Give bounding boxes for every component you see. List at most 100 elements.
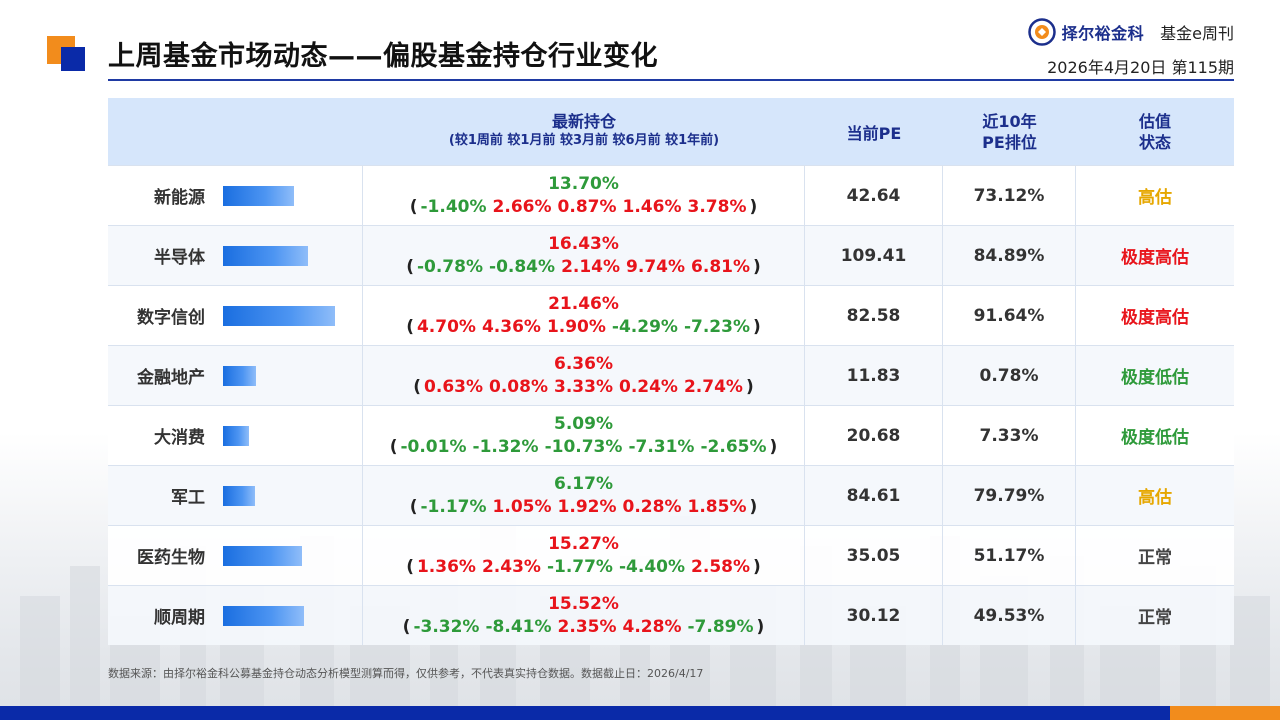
current-pe: 82.58	[846, 305, 901, 326]
header-pe: 当前PE	[846, 124, 902, 143]
industry-name: 军工	[171, 488, 205, 508]
position-bar	[223, 486, 256, 506]
pe-rank: 0.78%	[979, 365, 1039, 386]
position-change: -1.77%	[546, 557, 613, 577]
latest-position: 6.36%	[554, 354, 613, 374]
paren-open: (	[389, 437, 398, 457]
position-changes: (-3.32% -8.41% 2.35% 4.28% -7.89%)	[363, 616, 804, 638]
position-change: 1.85%	[687, 497, 747, 517]
valuation-status: 正常	[1138, 608, 1172, 628]
position-changes: (1.36% 2.43% -1.77% -4.40% 2.58%)	[363, 556, 804, 578]
status-cell: 正常	[1076, 526, 1234, 585]
paren-close: )	[756, 617, 765, 637]
latest-position: 15.52%	[548, 594, 619, 614]
position-change: 9.74%	[626, 257, 686, 277]
position-changes: (-1.17% 1.05% 1.92% 0.28% 1.85%)	[363, 496, 804, 518]
status-cell: 极度低估	[1076, 346, 1234, 405]
current-pe: 11.83	[846, 365, 901, 386]
pe-cell: 30.12	[805, 586, 943, 645]
table-header: 最新持仓 (较1周前 较1月前 较3月前 较6月前 较1年前) 当前PE 近10…	[108, 98, 1234, 165]
pe-cell: 35.05	[805, 526, 943, 585]
position-cell: 5.09%(-0.01% -1.32% -10.73% -7.31% -2.65%)	[363, 406, 805, 465]
table-row: 金融地产 6.36% (0.63% 0.08% 3.33% 0.24% 2.74%) 11.8…	[108, 345, 1234, 405]
industry-name: 顺周期	[154, 608, 205, 628]
position-changes: (-1.40% 2.66% 0.87% 1.46% 3.78%)	[363, 196, 804, 218]
paren-open: (	[409, 497, 418, 517]
position-change: 1.05%	[492, 497, 552, 517]
latest-position: 21.46%	[548, 294, 619, 314]
position-change: -7.23%	[683, 317, 751, 337]
pe-cell: 109.41	[805, 226, 943, 285]
pe-rank: 49.53%	[973, 605, 1045, 626]
industry-name: 金融地产	[137, 368, 205, 388]
valuation-status: 正常	[1138, 548, 1172, 568]
rank-cell: 79.79%	[943, 466, 1076, 525]
table-row: 军工 6.17%(-1.17% 1.05% 1.92% 0.28% 1.85%) 84.61…	[108, 465, 1234, 525]
paren-close: )	[745, 377, 754, 397]
current-pe: 35.05	[846, 545, 901, 566]
pe-cell: 11.83	[805, 346, 943, 405]
position-change: 3.78%	[687, 197, 747, 217]
paren-close: )	[753, 557, 761, 577]
position-bar	[223, 186, 295, 206]
pe-rank: 79.79%	[973, 485, 1045, 506]
position-change: -1.40%	[420, 197, 487, 217]
brand-name: 择尔裕金科	[1061, 24, 1145, 43]
position-bar	[223, 306, 335, 326]
position-change: 0.08%	[489, 377, 548, 397]
latest-position: 5.09%	[554, 414, 613, 434]
current-pe: 109.41	[840, 245, 907, 266]
pe-cell: 82.58	[805, 286, 943, 345]
position-change: 1.90%	[546, 317, 606, 337]
latest-position: 15.27%	[548, 534, 619, 554]
position-cell: 21.46%(4.70% 4.36% 1.90% -4.29% -7.23%)	[363, 286, 805, 345]
status-cell: 高估	[1076, 166, 1234, 225]
table-row: 新能源 13.70%(-1.40% 2.66% 0.87% 1.46% 3.78%) 42.…	[108, 165, 1234, 225]
position-bar	[223, 546, 303, 566]
header-position-sub: (较1周前 较1月前 较3月前 较6月前 较1年前)	[448, 133, 720, 148]
header-pe-rank-line1: 近10年	[982, 112, 1037, 131]
paren-open: (	[406, 257, 414, 277]
position-cell: 15.52%(-3.32% -8.41% 2.35% 4.28% -7.89%)	[363, 586, 805, 645]
pe-rank: 73.12%	[973, 185, 1045, 206]
position-cell: 6.17%(-1.17% 1.05% 1.92% 0.28% 1.85%)	[363, 466, 805, 525]
valuation-status: 极度高估	[1121, 248, 1189, 268]
rank-cell: 84.89%	[943, 226, 1076, 285]
position-change: 0.28%	[622, 497, 682, 517]
table-row: 医药生物 15.27%(1.36% 2.43% -1.77% -4.40% 2.58%) 3…	[108, 525, 1234, 585]
valuation-status: 高估	[1138, 188, 1172, 208]
brand-subtitle: 基金e周刊	[1160, 24, 1234, 43]
position-change: -0.78%	[416, 257, 484, 277]
latest-position: 6.17%	[554, 474, 613, 494]
position-change: 0.87%	[557, 197, 617, 217]
position-change: 4.70%	[416, 317, 476, 337]
position-cell: 6.36% (0.63% 0.08% 3.33% 0.24% 2.74%)	[363, 346, 805, 405]
industry-cell: 医药生物	[108, 526, 363, 585]
table-row: 半导体 16.43%(-0.78% -0.84% 2.14% 9.74% 6.81%) 10…	[108, 225, 1234, 285]
position-bar	[223, 606, 304, 626]
position-change: 3.33%	[554, 377, 613, 397]
position-change: -0.01%	[400, 437, 467, 457]
paren-close: )	[769, 437, 778, 457]
header-status-line1: 估值	[1138, 112, 1171, 131]
position-changes: (0.63% 0.08% 3.33% 0.24% 2.74%)	[363, 376, 804, 398]
data-source-note: 数据来源：由择尔裕金科公募基金持仓动态分析模型测算而得，仅供参考，不代表真实持仓…	[108, 667, 704, 680]
rank-cell: 0.78%	[943, 346, 1076, 405]
pe-rank: 84.89%	[973, 245, 1045, 266]
table-row: 大消费 5.09%(-0.01% -1.32% -10.73% -7.31% -2.65%…	[108, 405, 1234, 465]
header-status: 估值 状态	[1076, 111, 1234, 153]
position-changes: (4.70% 4.36% 1.90% -4.29% -7.23%)	[363, 316, 804, 338]
position-change: 1.92%	[557, 497, 617, 517]
position-cell: 13.70%(-1.40% 2.66% 0.87% 1.46% 3.78%)	[363, 166, 805, 225]
pe-rank: 91.64%	[973, 305, 1045, 326]
status-cell: 极度高估	[1076, 286, 1234, 345]
header-pe-rank-line2: PE排位	[982, 133, 1037, 152]
valuation-status: 极度高估	[1121, 308, 1189, 328]
position-change: -7.89%	[687, 617, 754, 637]
industry-name: 数字信创	[137, 308, 205, 328]
industry-cell: 军工	[108, 466, 363, 525]
table-row: 顺周期 15.52%(-3.32% -8.41% 2.35% 4.28% -7.89%) 3…	[108, 585, 1234, 645]
rank-cell: 49.53%	[943, 586, 1076, 645]
position-change: -10.73%	[544, 437, 623, 457]
status-cell: 高估	[1076, 466, 1234, 525]
